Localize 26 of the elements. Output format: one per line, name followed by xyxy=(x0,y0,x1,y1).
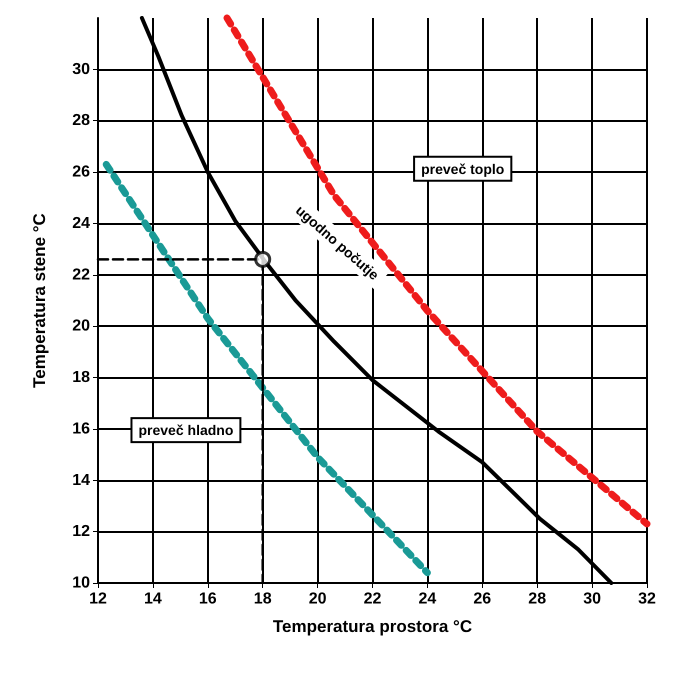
x-tick-label: 20 xyxy=(308,590,327,608)
y-axis-title: Temperatura stene °C xyxy=(30,213,49,388)
x-tick-label: 16 xyxy=(198,590,217,608)
x-tick-label: 18 xyxy=(254,590,272,608)
y-tick-label: 28 xyxy=(72,112,90,130)
x-tick-label: 28 xyxy=(528,590,546,608)
x-tick-label: 24 xyxy=(418,590,436,608)
y-tick-label: 26 xyxy=(72,164,90,181)
x-tick-label: 22 xyxy=(364,590,382,608)
annotation: preveč toplo xyxy=(421,160,504,177)
y-tick-label: 18 xyxy=(72,369,90,386)
y-tick-label: 22 xyxy=(72,266,90,284)
y-tick-label: 10 xyxy=(72,574,90,592)
y-tick-label: 20 xyxy=(72,318,90,335)
x-tick-label: 12 xyxy=(89,590,107,608)
x-axis-title: Temperatura prostora °C xyxy=(272,617,472,636)
x-tick-label: 30 xyxy=(583,590,602,608)
y-tick-label: 24 xyxy=(72,214,90,232)
annotation: preveč hladno xyxy=(138,422,234,438)
y-tick-label: 12 xyxy=(72,523,90,540)
y-tick-label: 16 xyxy=(72,420,90,438)
x-tick-label: 26 xyxy=(473,590,492,608)
y-tick-label: 30 xyxy=(72,60,90,78)
x-tick-label: 32 xyxy=(638,590,656,608)
y-tick-label: 14 xyxy=(72,472,90,489)
x-tick-label: 14 xyxy=(144,590,162,608)
